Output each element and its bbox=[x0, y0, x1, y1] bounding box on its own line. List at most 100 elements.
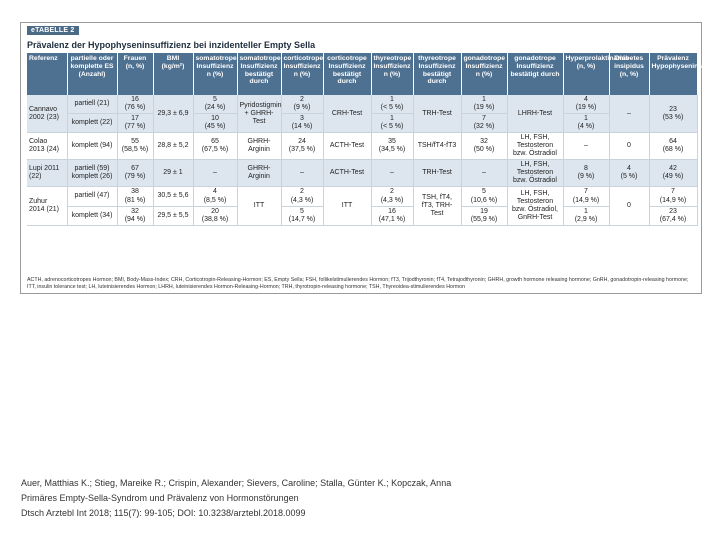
value: 20 bbox=[211, 207, 219, 215]
percent: (2,9 %) bbox=[574, 215, 598, 223]
value-cell: 23 (53 %) bbox=[649, 95, 698, 134]
percent: (32 %) bbox=[473, 123, 495, 131]
method-cell: TSH, fT4, fT3, TRH-Test bbox=[413, 186, 462, 226]
header-row: Referenz partielle oder komplette ES (An… bbox=[27, 53, 720, 95]
value-cell: 5 (10,6 %) bbox=[461, 186, 508, 207]
percent: (55,9 %) bbox=[470, 215, 498, 223]
header-cell: somatotrope Insuffizienz n (%) bbox=[193, 53, 238, 95]
header-cell: thyreotrope Insuffizienz bestätigt durch bbox=[413, 53, 462, 95]
bmi-cell: 29,5 ± 5,5 bbox=[153, 206, 194, 226]
percent: (77 %) bbox=[124, 123, 146, 131]
value-cell: 32 (50 %) bbox=[461, 132, 508, 161]
percent: (53 %) bbox=[662, 113, 684, 121]
citation-title: Primäres Empty-Sella-Syndrom und Prävale… bbox=[21, 493, 299, 503]
value: 23 bbox=[669, 105, 677, 113]
value: 16 bbox=[131, 96, 139, 103]
percent: (45 %) bbox=[204, 123, 226, 131]
table-row: Cannavo 2002 (23) partiell (21) 16 (76 %)… bbox=[27, 95, 698, 134]
value: 10 bbox=[211, 115, 219, 123]
percent: (5 %) bbox=[620, 173, 638, 181]
value: 55 bbox=[131, 138, 139, 146]
value: 4 bbox=[213, 188, 217, 196]
bmi-cell: 30,5 ± 5,6 bbox=[153, 186, 194, 207]
value-cell: 4 (5 %) bbox=[609, 159, 650, 188]
value: 7 bbox=[584, 188, 588, 196]
value-cell: 67 (79 %) bbox=[117, 159, 154, 188]
header-cell: corticotrope Insuffizienz bestätigt durc… bbox=[323, 53, 372, 95]
value-cell: – bbox=[371, 159, 414, 188]
value-cell: 7 (32 %) bbox=[461, 113, 508, 134]
value: 7 bbox=[671, 188, 675, 196]
header-cell: thyreotrope Insuffizienz n (%) bbox=[371, 53, 414, 95]
header-cell: Prävalenz Hypophyseninsuffizienz bbox=[649, 53, 720, 95]
value-cell: 2 (4,3 %) bbox=[371, 186, 414, 207]
header-cell: Referenz bbox=[27, 53, 68, 95]
value: 42 bbox=[669, 165, 677, 173]
bmi-cell: 29,3 ± 6,9 bbox=[153, 95, 194, 134]
table-footnote: ACTH, adrenocorticotropes Hormon; BMI, B… bbox=[27, 277, 689, 290]
percent: (24 %) bbox=[204, 104, 226, 112]
method-cell: ITT bbox=[237, 186, 282, 226]
value-cell: 2 (4,3 %) bbox=[281, 186, 324, 207]
percent: (9 %) bbox=[577, 173, 595, 181]
value: 65 bbox=[211, 138, 219, 146]
value: 24 bbox=[298, 138, 306, 146]
value: 64 bbox=[669, 138, 677, 146]
table-figure: eTABELLE 2 Prävalenz der Hypophyseninsuf… bbox=[20, 22, 720, 294]
percent: (< 5 %) bbox=[380, 123, 404, 131]
percent: (79 %) bbox=[124, 173, 146, 181]
value-cell: 64 (68 %) bbox=[649, 132, 698, 161]
header-cell: gonadotrope Insuffizienz n (%) bbox=[461, 53, 508, 95]
value-cell: 0 bbox=[609, 186, 650, 226]
bmi-cell: 29 ± 1 bbox=[153, 159, 194, 188]
percent: (94 %) bbox=[124, 215, 146, 223]
value-cell: 7 (14,9 %) bbox=[563, 186, 610, 207]
reference-cell: Zuhur 2014 (21) bbox=[27, 186, 68, 226]
table-row: komplett (22) 17 (77 %) 10 (45 %) 3 (14 %) … bbox=[27, 113, 697, 134]
header-cell: Frauen (n, %) bbox=[117, 53, 154, 95]
header-cell: Hyperprolaktinämie (n, %) bbox=[563, 53, 629, 95]
value-cell: 55 (58,5 %) bbox=[117, 132, 154, 161]
value: 1 bbox=[584, 207, 588, 215]
value-cell: 1 (4 %) bbox=[563, 113, 610, 134]
method-cell: LH, FSH, Testosteron bzw. Östradiol bbox=[507, 159, 564, 188]
es-cell: partiell (21) bbox=[67, 95, 118, 115]
value-cell: 42 (49 %) bbox=[649, 159, 698, 188]
method-cell: TRH-Test bbox=[413, 159, 462, 188]
percent: (8,5 %) bbox=[203, 196, 227, 204]
value-cell: 1 (19 %) bbox=[461, 95, 508, 115]
header-cell: BMI (kg/m²) bbox=[153, 53, 194, 95]
percent: (50 %) bbox=[473, 146, 495, 154]
es-partial: partiell (59) bbox=[74, 165, 110, 173]
value: 2 bbox=[390, 188, 394, 196]
value-cell: 16 (76 %) bbox=[117, 95, 154, 115]
percent: (14 %) bbox=[291, 123, 313, 131]
value: 35 bbox=[388, 138, 396, 146]
value: 2 bbox=[300, 96, 304, 103]
value-cell: 1 (< 5 %) bbox=[371, 113, 414, 134]
method-cell: LH, FSH, Testosteron bzw. Östradiol bbox=[507, 132, 564, 161]
method-cell: ACTH-Test bbox=[323, 159, 372, 188]
percent: (67,5 %) bbox=[201, 146, 229, 154]
value-cell: 17 (77 %) bbox=[117, 113, 154, 134]
value-cell: 32 (94 %) bbox=[117, 206, 154, 226]
percent: (14,7 %) bbox=[288, 215, 316, 223]
value: 5 bbox=[213, 96, 217, 103]
method-cell: TRH-Test bbox=[413, 95, 462, 134]
value: 2 bbox=[300, 188, 304, 196]
percent: (19 %) bbox=[473, 104, 495, 112]
header-cell: gonadotrope Insuffizienz bestätigt durch bbox=[507, 53, 564, 95]
method-cell: CRH-Test bbox=[323, 95, 372, 134]
value: 67 bbox=[131, 165, 139, 173]
reference-cell: Lupi 2011 (22) bbox=[27, 159, 68, 188]
percent: (76 %) bbox=[124, 104, 146, 112]
value: 4 bbox=[584, 96, 588, 103]
value-cell: 16 (47,1 %) bbox=[371, 206, 414, 226]
reference-cell: Colao 2013 (24) bbox=[27, 132, 68, 161]
header-cell: Diabetes insipidus (n, %) bbox=[609, 53, 650, 95]
value-cell: 7 (14,9 %) bbox=[649, 186, 698, 207]
es-cell: komplett (34) bbox=[67, 206, 118, 226]
value-cell: 38 (81 %) bbox=[117, 186, 154, 207]
value: 4 bbox=[627, 165, 631, 173]
header-cell: somatotrope Insuffizienz bestätigt durch bbox=[237, 53, 282, 95]
